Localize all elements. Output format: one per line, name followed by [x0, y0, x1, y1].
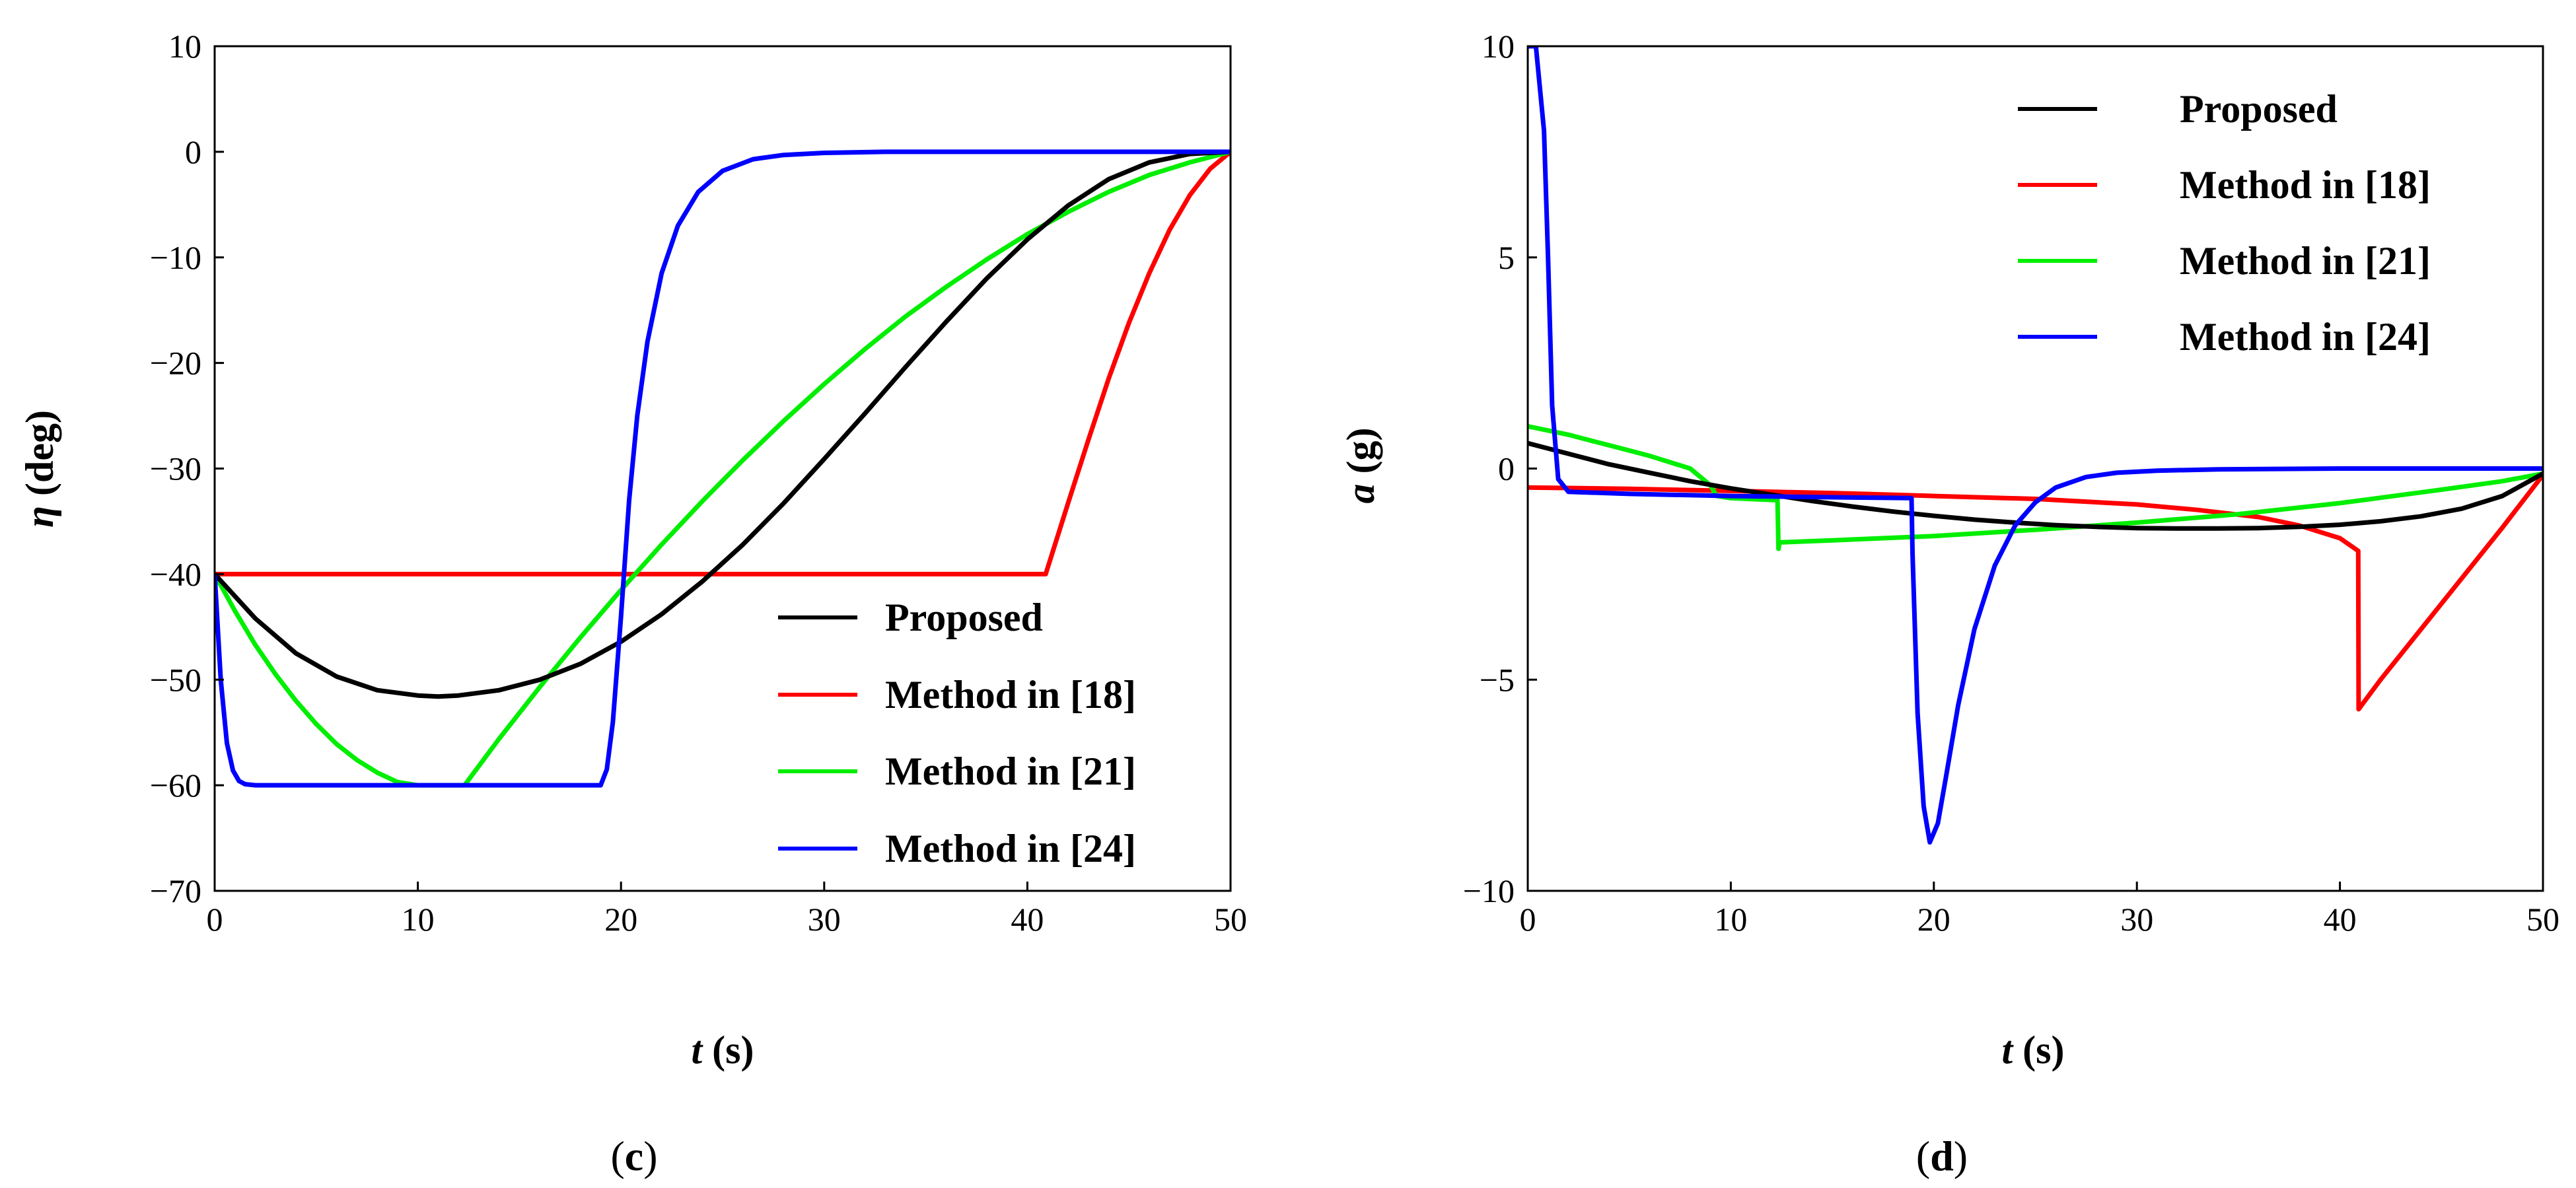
y-tick-label-d: 5	[1498, 239, 1515, 276]
ticks-c: 0 10 20 30 40 50 10 0 −10 −20 −30 −40 −50 −60 −70	[150, 28, 1247, 938]
x-tick-label-d: 0	[1520, 901, 1536, 938]
x-tick-label-d: 10	[1714, 901, 1747, 938]
y-axis-label-d: a (g)	[1339, 428, 1382, 504]
legend-label-proposed-c: Proposed	[885, 596, 1043, 639]
x-axis-label-c: t (s)	[692, 1028, 754, 1072]
x-tick-label-c: 30	[808, 901, 841, 938]
y-tick-label-d: 0	[1498, 450, 1515, 487]
x-tick-label-c: 40	[1011, 901, 1044, 938]
y-tick-label-c: −20	[150, 345, 201, 382]
series-line-method-in-24-c	[215, 149, 1231, 788]
series-line-method-in-21-d	[1528, 424, 2543, 551]
x-tick-label-c: 50	[1214, 901, 1247, 938]
y-tick-label-c: −10	[150, 239, 201, 276]
legend-label-m18-d: Method in [18]	[2180, 163, 2431, 207]
y-tick-label-c: −40	[150, 555, 201, 592]
series-line-proposed-d	[1528, 440, 2543, 531]
legend-label-m18-c: Method in [18]	[885, 673, 1136, 716]
series-line-method-in-18-c	[215, 150, 1231, 577]
legend-c: Proposed Method in [18] Method in [21] M…	[778, 596, 1136, 870]
x-tick-label-c: 20	[604, 901, 637, 938]
series-group-c	[215, 149, 1231, 788]
x-tick-label-d: 20	[1917, 901, 1950, 938]
y-tick-label-d: −5	[1480, 661, 1515, 698]
caption-d: (d)	[1916, 1133, 1968, 1179]
legend-d: Proposed Method in [18] Method in [21] M…	[2018, 87, 2431, 359]
y-tick-label-d: 10	[1482, 28, 1515, 65]
x-tick-label-c: 0	[207, 901, 223, 938]
y-axis-label-c: η (deg)	[18, 410, 61, 528]
y-tick-label-c: −30	[150, 450, 201, 487]
series-line-method-in-18-d	[1528, 473, 2543, 712]
legend-label-proposed-d: Proposed	[2180, 87, 2338, 131]
x-tick-label-d: 40	[2324, 901, 2357, 938]
chart-panel-c: 0 10 20 30 40 50 10 0 −10 −20 −30 −40 −50 −60 −70 η (d…	[18, 28, 1247, 1179]
series-group-d	[1528, 46, 2543, 845]
legend-label-m21-d: Method in [21]	[2180, 239, 2431, 283]
series-line-proposed-c	[215, 149, 1231, 699]
y-tick-label-c: −60	[150, 767, 201, 804]
y-tick-label-c: −70	[150, 872, 201, 909]
y-tick-label-d: −10	[1463, 872, 1515, 909]
legend-label-m24-c: Method in [24]	[885, 827, 1136, 870]
x-tick-label-d: 50	[2526, 901, 2559, 938]
series-line-method-in-24-d	[1528, 46, 2543, 845]
legend-label-m21-c: Method in [21]	[885, 750, 1136, 793]
x-tick-label-c: 10	[402, 901, 435, 938]
caption-c: (c)	[610, 1133, 657, 1179]
y-tick-label-c: 10	[168, 28, 201, 65]
y-tick-label-c: 0	[185, 133, 201, 170]
y-tick-label-c: −50	[150, 661, 201, 698]
x-axis-label-d: t (s)	[2002, 1028, 2065, 1072]
x-tick-label-d: 30	[2120, 901, 2153, 938]
legend-label-m24-d: Method in [24]	[2180, 315, 2431, 359]
